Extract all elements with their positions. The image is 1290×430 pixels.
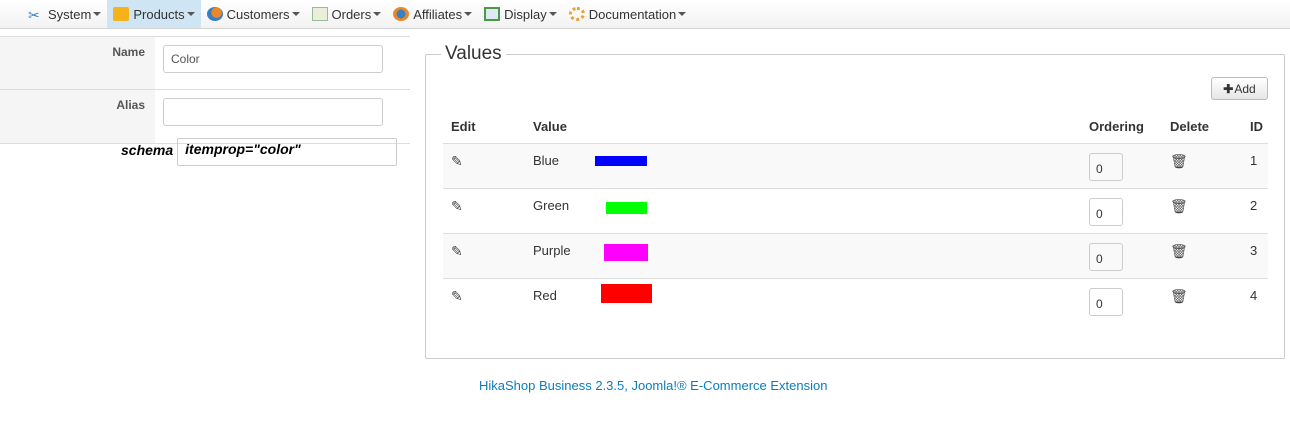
color-swatch <box>606 202 647 214</box>
add-button[interactable]: ✚ Add <box>1211 77 1268 100</box>
property-form: Name Alias <box>0 36 410 144</box>
trash-icon[interactable]: 🗑 <box>1170 287 1188 304</box>
edit-pencil-icon[interactable]: ✎ <box>451 242 463 259</box>
menu-customers[interactable]: Customers <box>201 0 306 28</box>
help-icon <box>568 7 585 21</box>
header-id: ID <box>1242 110 1268 144</box>
edit-pencil-icon[interactable]: ✎ <box>451 152 463 169</box>
ordering-input[interactable]: 0 <box>1089 152 1123 181</box>
menu-orders[interactable]: Orders <box>306 0 388 28</box>
header-delete: Delete <box>1162 110 1242 144</box>
ordering-input[interactable]: 0 <box>1089 242 1123 271</box>
caret-icon <box>464 12 473 16</box>
value-id: 4 <box>1250 287 1258 303</box>
values-legend: Values <box>445 43 502 64</box>
alias-row: Alias <box>0 90 410 144</box>
color-swatch <box>601 284 652 303</box>
display-icon <box>484 7 501 21</box>
name-row: Name <box>0 36 410 90</box>
trash-icon[interactable]: 🗑 <box>1170 197 1188 214</box>
values-fieldset: Values <box>425 43 1285 359</box>
plus-icon: ✚ <box>1223 81 1234 96</box>
users-icon <box>206 7 223 21</box>
menu-documentation[interactable]: Documentation <box>563 0 692 28</box>
table-row: ✎ Red 0 🗑 4 <box>443 277 1268 323</box>
value-name: Blue <box>533 152 560 168</box>
color-swatch <box>595 156 647 166</box>
box-icon <box>113 7 130 21</box>
affiliate-icon <box>393 7 410 21</box>
menu-system[interactable]: ✂ System <box>22 0 107 28</box>
menu-affiliates[interactable]: Affiliates <box>387 0 478 28</box>
caret-icon <box>291 12 300 16</box>
values-table: Edit Value Ordering Delete ID ✎ Blue 0 🗑… <box>443 110 1268 323</box>
trash-icon[interactable]: 🗑 <box>1170 242 1188 259</box>
value-name: Purple <box>533 242 571 258</box>
name-label: Name <box>0 37 155 89</box>
header-value: Value <box>525 110 1081 144</box>
tools-icon: ✂ <box>28 7 40 23</box>
caret-icon <box>678 12 687 16</box>
order-icon <box>311 7 328 21</box>
ordering-input[interactable]: 0 <box>1089 197 1123 226</box>
table-row: ✎ Purple 0 🗑 3 <box>443 232 1268 278</box>
edit-pencil-icon[interactable]: ✎ <box>451 287 463 304</box>
value-id: 1 <box>1250 152 1258 168</box>
value-name: Red <box>533 287 557 303</box>
menu-display[interactable]: Display <box>478 0 563 28</box>
trash-icon[interactable]: 🗑 <box>1170 152 1188 169</box>
schema-label: schema <box>121 142 174 158</box>
ordering-input[interactable]: 0 <box>1089 287 1123 316</box>
name-input[interactable] <box>163 45 383 73</box>
caret-icon <box>93 12 102 16</box>
table-row: ✎ Green 0 🗑 2 <box>443 187 1268 233</box>
menu-products[interactable]: Products <box>107 0 201 28</box>
header-ordering: Ordering <box>1081 110 1162 144</box>
alias-input[interactable] <box>163 98 383 126</box>
footer-link[interactable]: HikaShop Business 2.3.5, Joomla!® E-Comm… <box>479 378 828 393</box>
header-edit: Edit <box>443 110 525 144</box>
caret-icon <box>186 12 195 16</box>
caret-icon <box>373 12 382 16</box>
alias-label: Alias <box>0 90 155 143</box>
value-id: 3 <box>1250 242 1258 258</box>
caret-icon <box>548 12 557 16</box>
color-swatch <box>604 244 648 261</box>
value-id: 2 <box>1250 197 1258 213</box>
top-menu: ✂ System Products Customers Orders Affili… <box>0 0 1290 29</box>
schema-row: schema itemprop="color" <box>121 138 398 166</box>
value-name: Green <box>533 197 570 213</box>
edit-pencil-icon[interactable]: ✎ <box>451 197 463 214</box>
schema-input[interactable]: itemprop="color" <box>177 138 398 166</box>
table-row: ✎ Blue 0 🗑 1 <box>443 142 1268 188</box>
